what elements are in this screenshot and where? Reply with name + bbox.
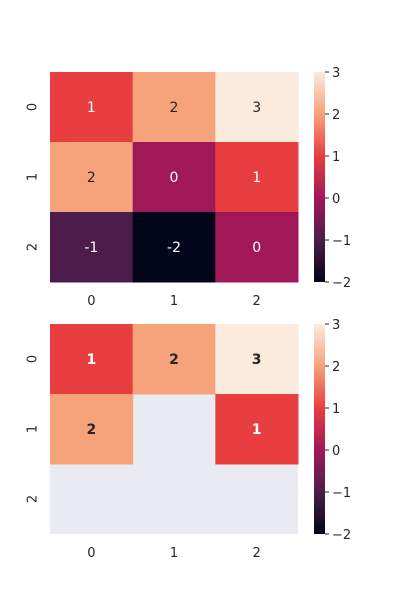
heatmap-cell-r1-c1 xyxy=(132,142,216,213)
cell-annotation-r0-c1: 2 xyxy=(169,352,179,368)
x-tick-label-1: 1 xyxy=(170,294,178,309)
heatmap-cell-r0-c2 xyxy=(215,324,299,395)
colorbar xyxy=(314,324,325,534)
colorbar-tick-label-5: 3 xyxy=(332,66,340,81)
heatmap-cell-r1-c0 xyxy=(50,394,134,465)
cell-annotation-r0-c2: 3 xyxy=(252,352,262,368)
heatmap-cell-r0-c0 xyxy=(50,72,134,143)
colorbar-tick-label-0: −2 xyxy=(332,276,351,291)
colorbar-tick-label-1: −1 xyxy=(332,234,351,249)
colorbar-tick-label-3: 1 xyxy=(332,402,340,417)
colorbar-tick-label-4: 2 xyxy=(332,108,340,123)
colorbar-tick-label-1: −1 xyxy=(332,486,351,501)
cell-annotation-r0-c1: 2 xyxy=(170,100,179,116)
cell-annotation-r1-c0: 2 xyxy=(87,170,96,186)
y-tick-label-1: 1 xyxy=(26,425,41,433)
cell-annotation-r2-c0: -1 xyxy=(84,240,98,256)
cell-annotation-r0-c2: 3 xyxy=(252,100,261,116)
heatmap-cell-r2-c0 xyxy=(50,212,134,283)
colorbar-tick-label-5: 3 xyxy=(332,318,340,333)
y-tick-label-2: 2 xyxy=(26,495,41,503)
cell-annotation-r0-c0: 1 xyxy=(86,352,96,368)
heatmap-panel-2: 1 2 3 2 1 0 1 2 0 1 2 −2 −1 0 1 2 3 xyxy=(26,318,352,561)
cell-annotation-r0-c0: 1 xyxy=(87,100,96,116)
heatmap-cell-r1-c2 xyxy=(215,142,299,213)
y-tick-label-2: 2 xyxy=(26,243,41,251)
heatmap-cell-r0-c1 xyxy=(132,72,216,143)
heatmap-cell-r2-c1 xyxy=(132,212,216,283)
y-tick-label-0: 0 xyxy=(26,103,41,111)
heatmap-cell-r0-c0 xyxy=(50,324,134,395)
heatmap-cell-r0-c1 xyxy=(132,324,216,395)
heatmap-cell-r2-c2 xyxy=(215,212,299,283)
cell-annotation-r1-c1: 0 xyxy=(170,170,179,186)
heatmap-cell-r1-c0 xyxy=(50,142,134,213)
heatmap-cell-r1-c2 xyxy=(215,394,299,465)
cell-annotation-r2-c1: -2 xyxy=(167,240,181,256)
y-tick-label-0: 0 xyxy=(26,355,41,363)
x-tick-label-2: 2 xyxy=(253,294,261,309)
x-tick-label-2: 2 xyxy=(253,546,261,561)
cell-annotation-r1-c2: 1 xyxy=(252,170,261,186)
colorbar xyxy=(314,72,325,282)
heatmap-cell-r0-c2 xyxy=(215,72,299,143)
colorbar-tick-label-0: −2 xyxy=(332,528,351,543)
x-tick-label-1: 1 xyxy=(170,546,178,561)
colorbar-tick-label-2: 0 xyxy=(332,192,340,207)
cell-annotation-r2-c2: 0 xyxy=(252,240,261,256)
colorbar-tick-label-2: 0 xyxy=(332,444,340,459)
heatmap-panel-1: 1 2 3 2 0 1 -1 -2 0 0 1 2 0 1 2 −2 −1 0 1 2 3 xyxy=(26,66,352,309)
x-tick-label-0: 0 xyxy=(87,546,95,561)
colorbar-tick-label-3: 1 xyxy=(332,150,340,165)
colorbar-tick-label-4: 2 xyxy=(332,360,340,375)
cell-annotation-r1-c0: 2 xyxy=(86,422,96,438)
y-tick-label-1: 1 xyxy=(26,173,41,181)
cell-annotation-r1-c2: 1 xyxy=(252,422,262,438)
x-tick-label-0: 0 xyxy=(87,294,95,309)
